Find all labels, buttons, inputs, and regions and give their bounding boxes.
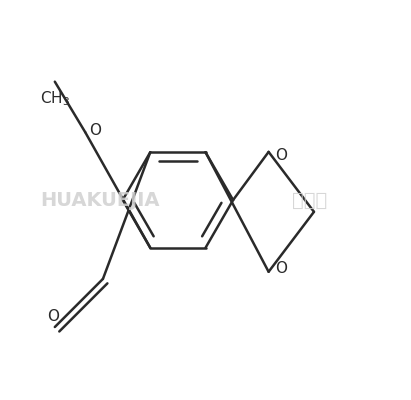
Text: O: O [275,261,287,276]
Text: CH$_3$: CH$_3$ [40,90,70,108]
Text: O: O [275,148,287,162]
Text: HUAKUEJIA: HUAKUEJIA [40,190,159,210]
Text: O: O [89,123,101,138]
Text: 化学加: 化学加 [292,190,328,210]
Text: O: O [47,309,59,324]
